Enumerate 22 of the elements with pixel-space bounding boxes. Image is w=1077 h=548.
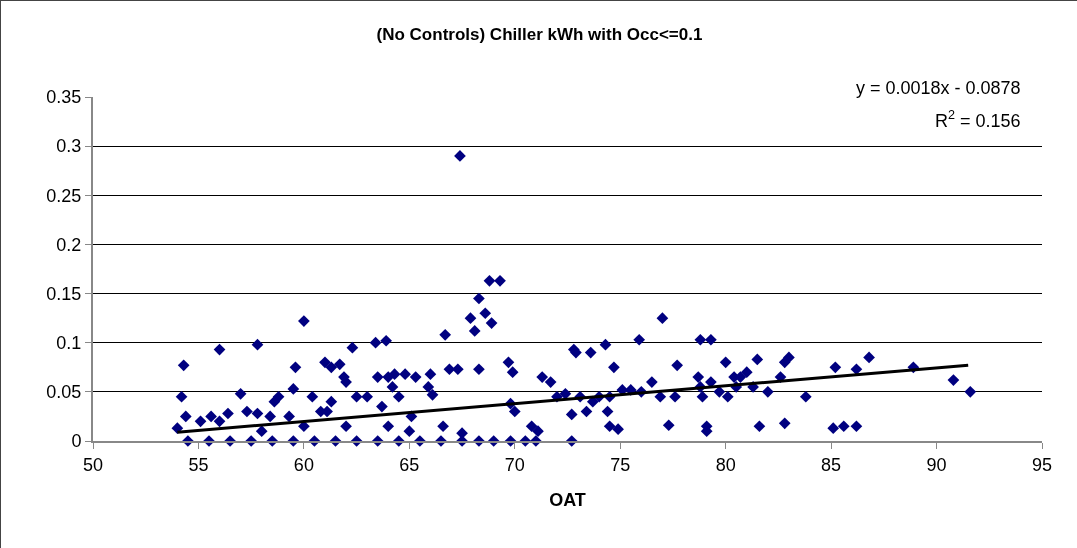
y-tick-label: 0.05 (46, 382, 82, 403)
x-tick-label: 90 (926, 454, 947, 475)
y-tick-label: 0.25 (46, 185, 82, 206)
chart-title: (No Controls) Chiller kWh with Occ<=0.1 (376, 25, 703, 45)
x-tick-label: 55 (188, 454, 209, 475)
y-tick-label: 0.1 (56, 333, 82, 354)
x-tick-label: 60 (293, 454, 314, 475)
annotation: y = 0.0018x - 0.0878 (856, 78, 1021, 98)
x-tick-label: 80 (715, 454, 736, 475)
x-tick-label: 70 (504, 454, 525, 475)
x-tick-label: 65 (399, 454, 420, 475)
y-tick-label: 0.3 (56, 136, 82, 157)
x-tick-label: 50 (82, 454, 104, 475)
x-tick-label: 95 (1031, 454, 1053, 475)
x-axis-title: OAT (549, 490, 586, 510)
x-tick-label: 75 (610, 454, 631, 475)
annotation: R$^{2}$ = 0.156 (935, 108, 1021, 131)
y-tick-label: 0.35 (46, 87, 82, 108)
y-tick-label: 0.2 (56, 234, 82, 255)
y-tick-label: 0.15 (46, 283, 82, 304)
x-tick-label: 85 (821, 454, 842, 475)
y-tick-label: 0 (71, 431, 82, 452)
